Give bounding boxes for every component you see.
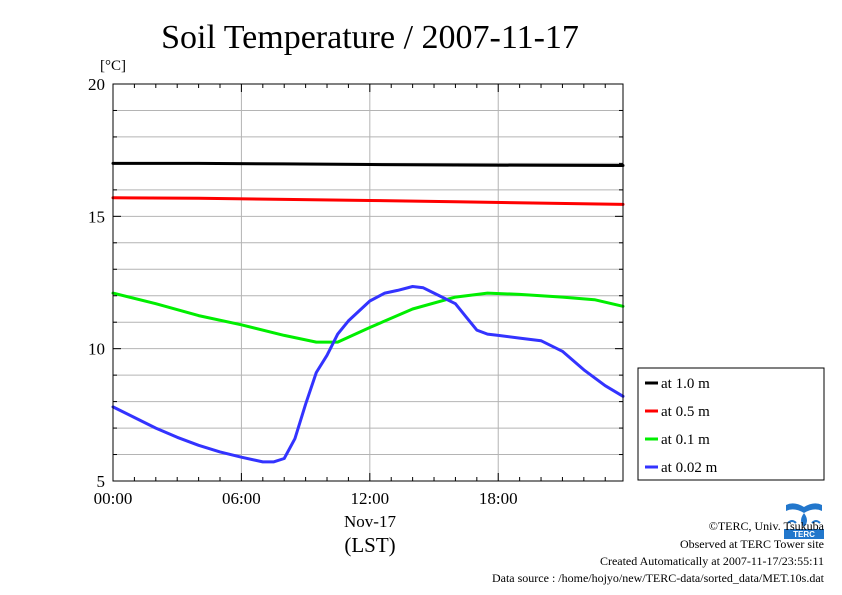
series-line-1 <box>111 196 625 206</box>
series-line-2 <box>111 291 625 344</box>
logo-text: TERC <box>793 530 815 539</box>
axis-ticks <box>112 83 623 482</box>
y-tick-label: 15 <box>88 207 105 226</box>
legend-label: at 0.1 m <box>661 432 710 448</box>
legend: at 1.0 m at 0.5 m at 0.1 m at 0.02 m <box>637 367 825 481</box>
tick-labels: 5 10 15 20 00:00 06:00 12:00 18:00 <box>88 75 518 508</box>
credit-created: Created Automatically at 2007-11-17/23:5… <box>599 554 824 568</box>
x-tick-label: 06:00 <box>222 489 261 508</box>
x-axis-label-lst: (LST) <box>344 533 395 557</box>
y-tick-label: 20 <box>88 75 105 94</box>
credit-observed: Observed at TERC Tower site <box>679 537 824 551</box>
series-line-0 <box>111 161 625 167</box>
credit-copyright: ©TERC, Univ. Tsukuba <box>708 519 824 533</box>
legend-label: at 0.02 m <box>661 460 718 476</box>
x-axis-label: Nov-17 <box>344 512 396 531</box>
legend-box <box>637 367 825 481</box>
y-axis-unit: [°C] <box>100 58 126 74</box>
x-tick-label: 00:00 <box>94 489 133 508</box>
terc-logo-icon: TERC <box>784 501 824 539</box>
series-layer <box>111 161 625 464</box>
grid-lines <box>113 84 623 481</box>
legend-label: at 1.0 m <box>661 376 710 392</box>
x-tick-label: 12:00 <box>350 489 389 508</box>
y-tick-label: 10 <box>88 340 105 359</box>
legend-label: at 0.5 m <box>661 404 710 420</box>
plot-frame <box>112 83 624 482</box>
x-tick-label: 18:00 <box>479 489 518 508</box>
y-tick-label: 5 <box>97 472 106 491</box>
chart-title: Soil Temperature / 2007-11-17 <box>161 19 579 56</box>
series-line-3 <box>111 285 625 464</box>
credit-source: Data source : /home/hojyo/new/TERC-data/… <box>491 571 824 585</box>
